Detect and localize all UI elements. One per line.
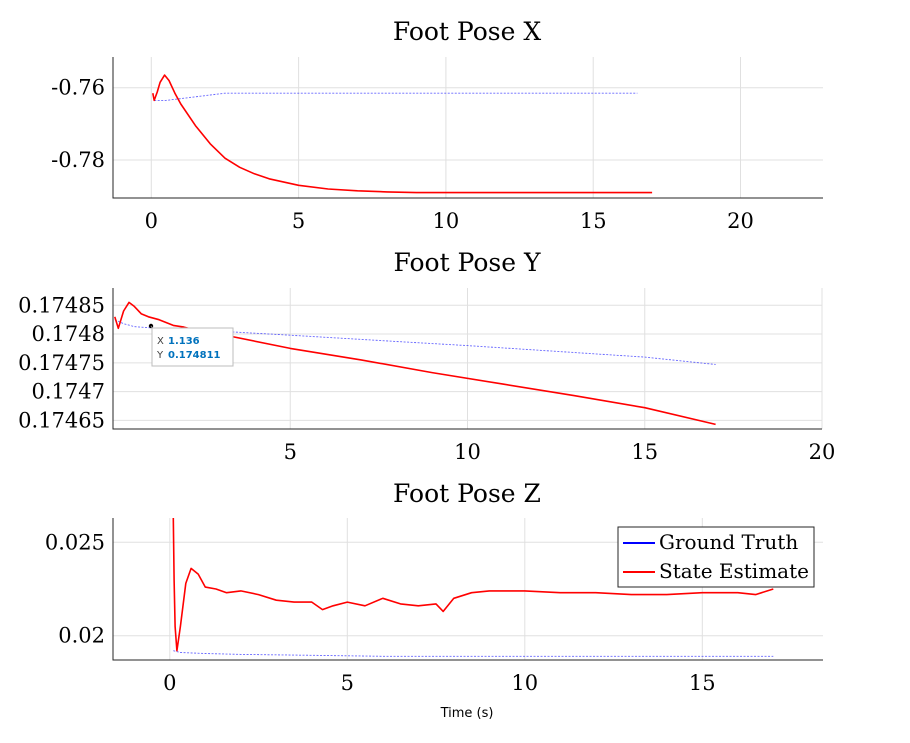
x-tick-labels: 5 10 15 20 [284,440,836,464]
series-line-state-estimate [172,517,774,652]
series-line-ground-truth [173,650,774,657]
y-tick-labels: 0.02 0.025 [45,530,105,647]
series-line-ground-truth [114,319,716,365]
y-tick-labels: -0.78 -0.76 [51,76,105,172]
x-tick-label: 5 [292,209,305,233]
x-tick-label: 0 [145,209,158,233]
chart-title: Foot Pose Y [393,248,541,277]
x-tick-label: 10 [511,671,538,695]
x-tick-label: 10 [454,440,481,464]
x-tick-label: 0 [163,671,176,695]
x-tick-label: 10 [433,209,460,233]
y-tick-label: 0.1748 [32,322,105,346]
x-tick-label: 15 [631,440,658,464]
legend-label-ground-truth: Ground Truth [659,530,798,554]
x-axis-label: Time (s) [440,706,494,721]
x-tick-labels: 0 5 10 15 [163,671,716,695]
y-tick-label: -0.78 [51,148,105,172]
x-tick-labels: 0 5 10 15 20 [145,209,754,233]
y-tick-label: 0.17485 [18,293,105,317]
y-tick-label: 0.02 [58,624,105,648]
y-tick-label: 0.025 [45,530,105,554]
y-tick-label: 0.17465 [18,408,105,432]
data-tip-x-label: X [157,336,164,347]
axes-frame [112,57,823,199]
data-tip-x-value: 1.136 [168,336,200,347]
series-line-state-estimate [152,74,653,194]
series-group [152,74,653,194]
x-tick-label: 15 [580,209,607,233]
data-tip-y-value: 0.174811 [168,350,221,361]
legend-box [617,526,815,588]
chart-title: Foot Pose X [393,17,542,46]
x-tick-label: 5 [341,671,354,695]
legend-label-state-estimate: State Estimate [659,559,809,583]
y-tick-labels: 0.17465 0.1747 0.17475 0.1748 0.17485 [18,293,105,432]
grid [113,57,823,198]
data-tip-y-label: Y [156,350,164,361]
x-tick-label: 20 [727,209,754,233]
data-tip[interactable]: X 1.136 Y 0.174811 [148,323,234,367]
y-tick-label: 0.17475 [18,351,105,375]
legend[interactable]: Ground Truth State Estimate [617,526,815,588]
chart-title: Foot Pose Z [393,479,541,508]
x-tick-label: 20 [809,440,836,464]
data-tip-box [151,327,234,367]
series-line-ground-truth [154,92,638,101]
series-line-state-estimate [114,301,716,426]
series-group [114,301,716,426]
axes-frame [112,518,823,661]
axes-frame [112,288,822,430]
y-tick-label: -0.76 [51,76,105,100]
grid [113,518,823,660]
series-group [172,517,774,657]
y-tick-label: 0.1747 [32,380,105,404]
x-tick-label: 5 [284,440,297,464]
x-tick-label: 15 [689,671,716,695]
